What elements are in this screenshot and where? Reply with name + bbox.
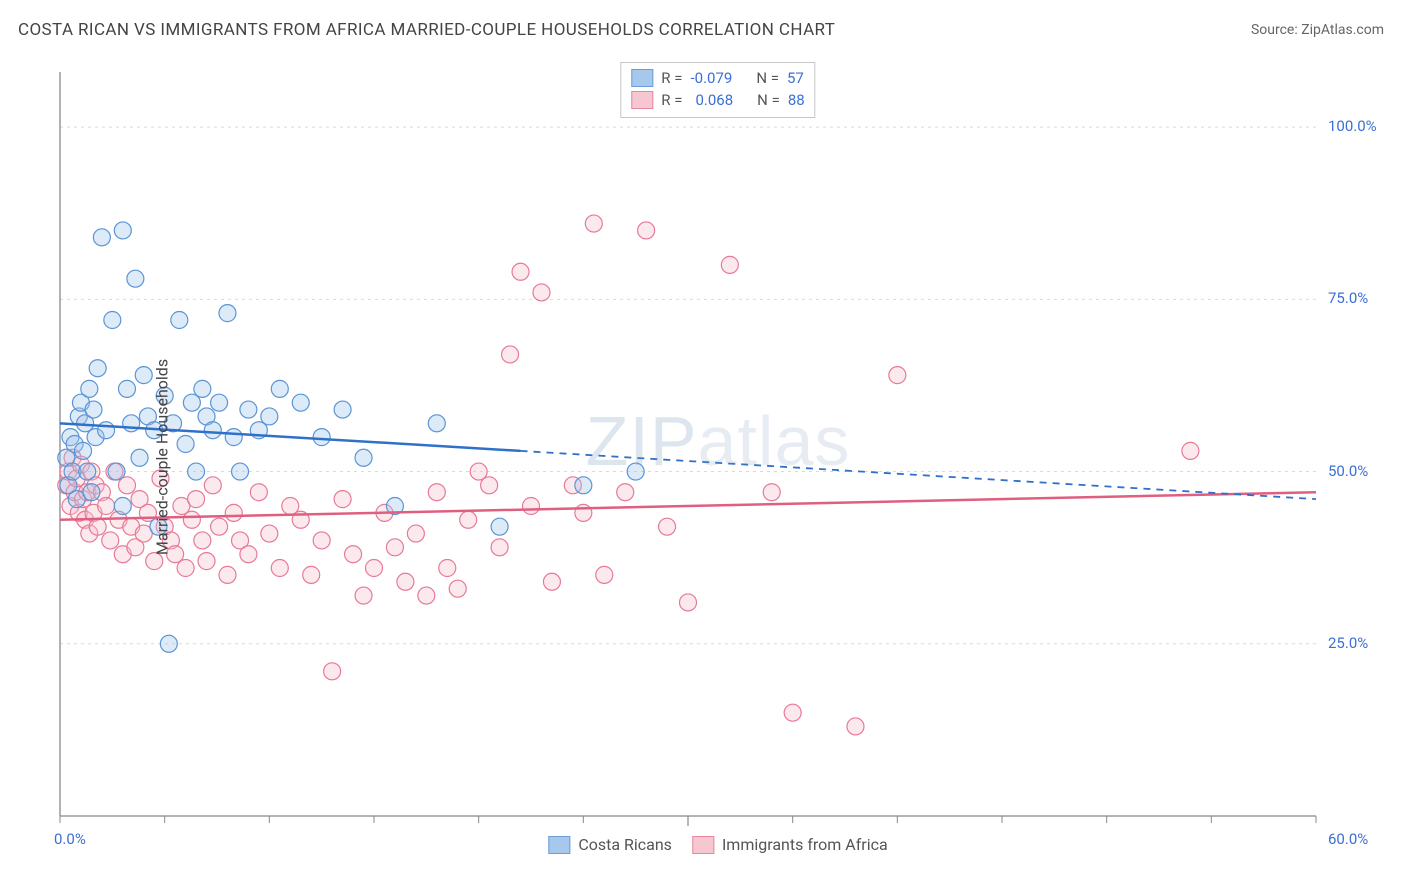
legend-swatch-bottom-1 bbox=[692, 836, 714, 854]
legend-series-name-1: Immigrants from Africa bbox=[722, 835, 888, 854]
chart-canvas bbox=[50, 62, 1386, 852]
axis-tick-label: 50.0% bbox=[1328, 462, 1368, 480]
legend-r-label: R = bbox=[661, 91, 682, 109]
legend-swatch-0 bbox=[631, 69, 653, 87]
axis-tick-label: 60.0% bbox=[1328, 830, 1368, 848]
legend-stats-row-0: R = -0.079 N = 57 bbox=[631, 67, 804, 89]
axis-tick-label: 75.0% bbox=[1328, 289, 1368, 307]
legend-series-name-0: Costa Ricans bbox=[578, 835, 672, 854]
legend-r-label: R = bbox=[661, 69, 682, 87]
legend-n-label: N = bbox=[756, 69, 779, 87]
scatter-plot: Married-couple Households ZIPatlas R = -… bbox=[50, 62, 1386, 852]
legend-n-label: N = bbox=[757, 91, 780, 109]
legend-stats: R = -0.079 N = 57 R = 0.068 N = 88 bbox=[620, 62, 815, 118]
legend-swatch-1 bbox=[631, 91, 653, 109]
legend-r-value-0: -0.079 bbox=[690, 69, 732, 87]
source-attribution: Source: ZipAtlas.com bbox=[1251, 22, 1384, 38]
axis-tick-label: 25.0% bbox=[1328, 634, 1368, 652]
legend-item-0: Costa Ricans bbox=[548, 835, 672, 854]
legend-n-value-0: 57 bbox=[787, 69, 804, 87]
legend-series: Costa Ricans Immigrants from Africa bbox=[548, 835, 887, 854]
legend-r-value-1: 0.068 bbox=[690, 91, 733, 109]
chart-title: COSTA RICAN VS IMMIGRANTS FROM AFRICA MA… bbox=[18, 20, 835, 40]
y-axis-label: Married-couple Households bbox=[153, 359, 172, 555]
axis-tick-label: 100.0% bbox=[1328, 117, 1377, 135]
legend-n-value-1: 88 bbox=[788, 91, 805, 109]
legend-item-1: Immigrants from Africa bbox=[692, 835, 888, 854]
axis-tick-label: 0.0% bbox=[54, 830, 86, 848]
legend-swatch-bottom-0 bbox=[548, 836, 570, 854]
legend-stats-row-1: R = 0.068 N = 88 bbox=[631, 89, 804, 111]
